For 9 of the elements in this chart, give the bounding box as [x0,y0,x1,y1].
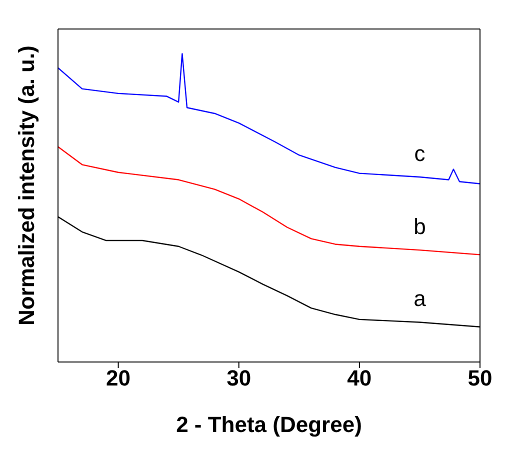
x-tick-label: 30 [226,366,252,391]
x-tick-label: 40 [347,366,372,391]
series-label: c [414,141,426,166]
x-axis-title: 2 - Theta (Degree) [176,412,362,437]
x-tick-label: 50 [468,366,492,391]
series-label: b [414,214,426,240]
series-label: a [414,286,427,312]
y-axis-title: Normalized intensity (a. u.) [14,46,39,326]
x-tick-label: 20 [106,366,131,391]
